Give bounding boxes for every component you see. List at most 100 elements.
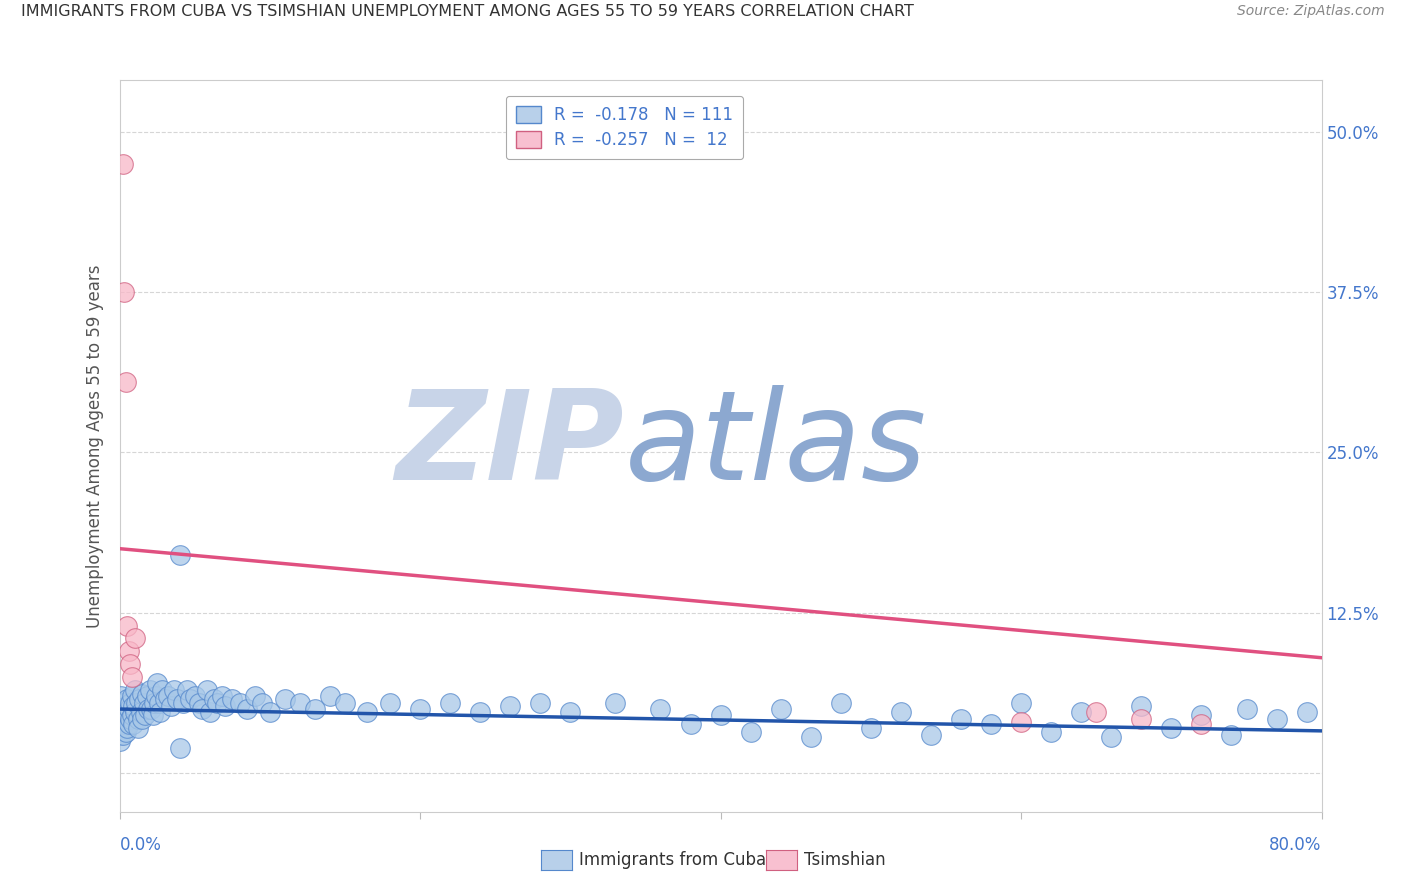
Point [740,725,762,739]
Point [129,705,152,719]
Point [108,734,131,748]
Point [252,696,274,710]
Point [125,696,148,710]
Point [205,696,228,710]
Point [112,705,135,719]
Point [1189,708,1212,723]
Point [1070,705,1092,719]
Point [1160,721,1182,735]
Point [132,696,155,710]
Point [950,712,973,726]
Point [115,691,138,706]
Point [127,721,149,735]
Text: atlas: atlas [624,385,927,507]
Point [319,690,342,704]
Point [202,691,225,706]
Text: Source: ZipAtlas.com: Source: ZipAtlas.com [1237,4,1385,19]
Point [136,702,159,716]
Text: Tsimshian: Tsimshian [804,851,886,869]
Text: IMMIGRANTS FROM CUBA VS TSIMSHIAN UNEMPLOYMENT AMONG AGES 55 TO 59 YEARS CORRELA: IMMIGRANTS FROM CUBA VS TSIMSHIAN UNEMPL… [21,4,914,20]
Point [122,699,145,714]
Point [124,632,146,646]
Point [1010,696,1032,710]
Point [108,721,131,735]
Point [195,682,218,697]
Point [110,708,132,723]
Point [830,696,852,710]
Point [111,157,134,171]
Point [153,691,176,706]
Point [179,691,201,706]
Point [143,696,166,710]
Point [1010,714,1032,729]
Point [114,725,136,739]
Point [920,728,942,742]
Point [112,717,135,731]
Point [145,690,167,704]
Point [679,717,702,731]
Point [117,717,139,731]
Point [156,690,179,704]
Point [409,702,432,716]
Point [148,696,170,710]
Point [108,728,131,742]
Point [529,696,551,710]
Point [980,717,1002,731]
Point [169,740,191,755]
Point [114,714,136,729]
Point [146,676,169,690]
Point [356,705,378,719]
Point [378,696,401,710]
Text: Immigrants from Cuba: Immigrants from Cuba [579,851,766,869]
Point [110,717,132,731]
Point [228,696,252,710]
Point [560,705,582,719]
Text: 0.0%: 0.0% [120,836,162,854]
Point [112,285,135,299]
Point [111,696,134,710]
Point [650,702,672,716]
Point [890,705,912,719]
Point [709,708,731,723]
Point [859,721,882,735]
Point [1099,731,1122,745]
Point [1265,712,1288,726]
Point [121,708,143,723]
Point [108,702,131,716]
Point [124,682,146,697]
Point [139,702,162,716]
Point [118,657,141,672]
Point [221,691,243,706]
Text: 80.0%: 80.0% [1270,836,1322,854]
Point [769,702,792,716]
Point [118,712,141,726]
Point [1295,705,1317,719]
Point [198,705,221,719]
Point [149,705,172,719]
Point [304,702,326,716]
Point [188,696,211,710]
Point [1085,705,1108,719]
Point [259,705,281,719]
Point [115,708,138,723]
Point [118,696,141,710]
Point [236,702,259,716]
Point [1040,725,1063,739]
Point [1236,702,1258,716]
Point [1220,728,1243,742]
Point [131,687,153,701]
Point [162,682,184,697]
Point [183,690,205,704]
Point [159,699,181,714]
Point [142,708,165,723]
Point [117,702,139,716]
Text: ZIP: ZIP [395,385,624,507]
Point [135,690,157,704]
Point [176,682,198,697]
Point [111,728,134,742]
Point [1189,717,1212,731]
Legend: R =  -0.178   N = 111, R =  -0.257   N =  12: R = -0.178 N = 111, R = -0.257 N = 12 [506,96,744,159]
Point [131,712,153,726]
Point [800,731,823,745]
Point [121,670,143,684]
